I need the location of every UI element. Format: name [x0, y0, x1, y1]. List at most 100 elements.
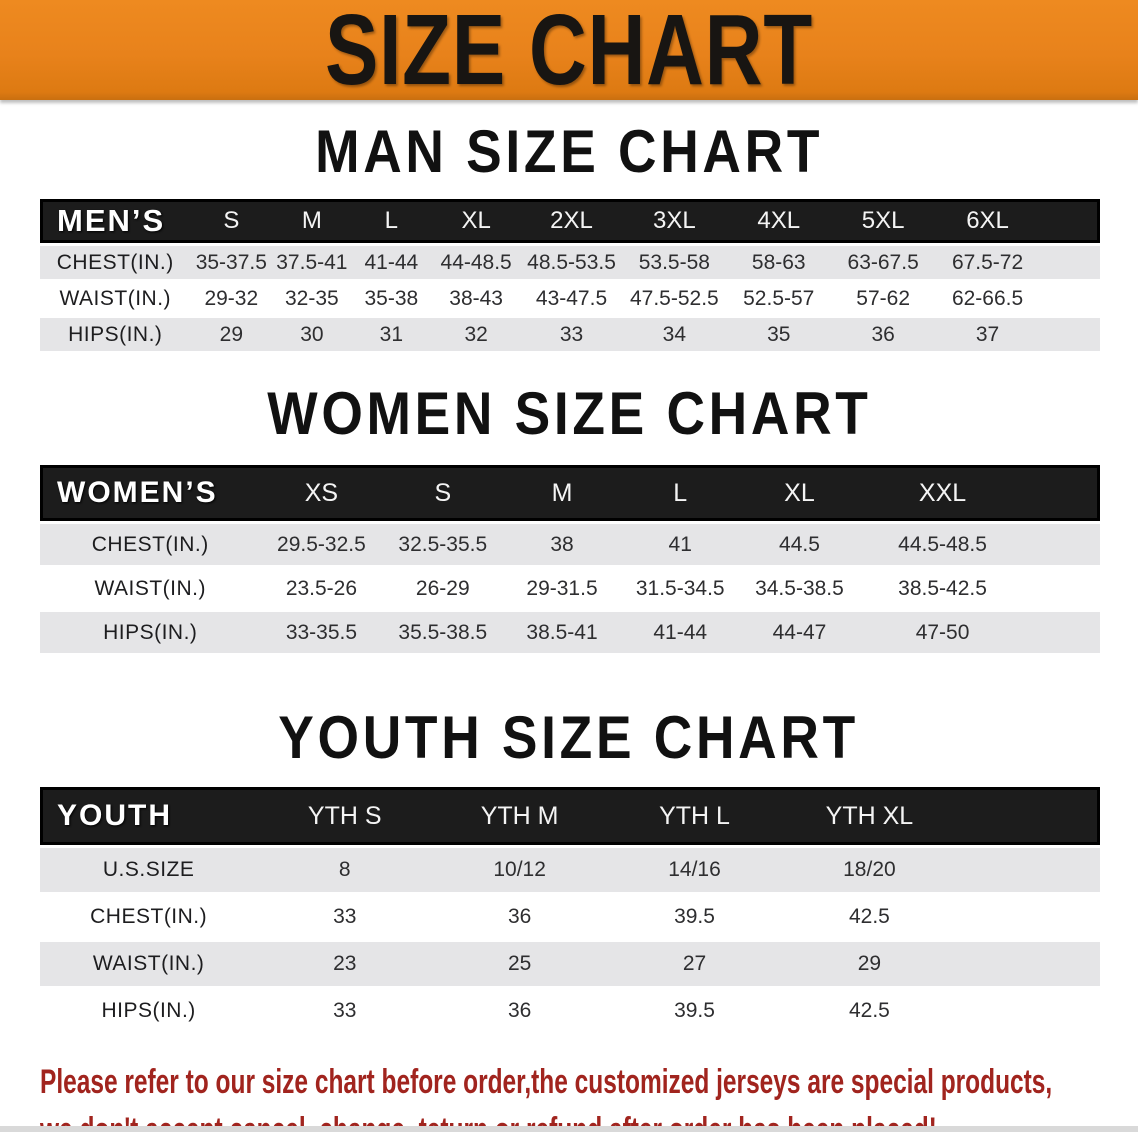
- size-cell: 36: [830, 318, 936, 351]
- men-corner-label: MEN’S: [40, 199, 191, 243]
- size-cell: 34.5-38.5: [739, 568, 860, 609]
- size-cell: 18/20: [781, 848, 957, 892]
- size-cell: 32-35: [272, 282, 352, 315]
- youth-waist-row: WAIST(IN.) 23 25 27 29: [40, 942, 1100, 986]
- disclaimer-text: Please refer to our size chart before or…: [40, 1058, 1138, 1132]
- women-size-column-l: L: [620, 465, 740, 521]
- size-cell: 10/12: [432, 848, 608, 892]
- size-cell: 29-32: [190, 282, 273, 315]
- spacer-cell: [1039, 318, 1100, 351]
- disclaimer-line-1: Please refer to our size chart before or…: [40, 1063, 1053, 1101]
- size-cell: 8: [257, 848, 433, 892]
- size-cell: 23.5-26: [260, 568, 383, 609]
- size-cell: 42.5: [781, 895, 957, 939]
- row-label: HIPS(IN.): [40, 612, 261, 653]
- youth-corner-label: YOUTH: [40, 787, 258, 845]
- women-waist-row: WAIST(IN.) 23.5-26 26-29 29-31.5 31.5-34…: [40, 568, 1100, 609]
- men-size-column-3xl: 3XL: [621, 199, 727, 243]
- size-cell: 63-67.5: [830, 246, 936, 279]
- size-cell: 33: [521, 318, 622, 351]
- size-cell: 53.5-58: [621, 246, 727, 279]
- women-table-header-row: WOMEN’S XS S M L XL XXL: [40, 465, 1100, 521]
- size-cell: 39.5: [607, 989, 782, 1033]
- size-cell: 37.5-41: [272, 246, 352, 279]
- size-cell: 35-37.5: [190, 246, 273, 279]
- row-label: WAIST(IN.): [40, 568, 261, 609]
- size-cell: 29: [190, 318, 273, 351]
- size-cell: 44-48.5: [431, 246, 522, 279]
- size-cell: 27: [607, 942, 782, 986]
- row-label: U.S.SIZE: [40, 848, 258, 892]
- row-label: WAIST(IN.): [40, 282, 191, 315]
- men-size-column-xl: XL: [431, 199, 522, 243]
- size-cell: 34: [621, 318, 727, 351]
- bottom-edge-strip: [0, 1126, 1138, 1132]
- size-cell: 30: [272, 318, 352, 351]
- youth-size-table: YOUTH YTH S YTH M YTH L YTH XL U.S.SIZE …: [40, 784, 1100, 1036]
- spacer-cell: [1039, 282, 1100, 315]
- women-corner-label: WOMEN’S: [40, 465, 261, 521]
- women-section-heading: WOMEN SIZE CHART: [266, 379, 872, 448]
- size-cell: 31.5-34.5: [620, 568, 740, 609]
- men-chest-row: CHEST(IN.) 35-37.5 37.5-41 41-44 44-48.5…: [40, 246, 1100, 279]
- men-size-table: MEN’S S M L XL 2XL 3XL 4XL 5XL 6XL CHEST…: [40, 196, 1100, 354]
- size-cell: 29: [781, 942, 957, 986]
- size-cell: 38-43: [431, 282, 522, 315]
- row-label: HIPS(IN.): [40, 318, 191, 351]
- size-chart-banner: SIZE CHART: [0, 0, 1138, 100]
- youth-header-spacer: [956, 787, 1100, 845]
- men-size-column-5xl: 5XL: [830, 199, 936, 243]
- size-cell: 32: [431, 318, 522, 351]
- women-header-spacer: [1025, 465, 1100, 521]
- row-label: CHEST(IN.): [40, 524, 261, 565]
- size-cell: 43-47.5: [521, 282, 622, 315]
- size-cell: 62-66.5: [935, 282, 1040, 315]
- size-cell: 36: [432, 989, 608, 1033]
- size-cell: 57-62: [830, 282, 936, 315]
- size-cell: 38: [503, 524, 621, 565]
- row-label: HIPS(IN.): [40, 989, 258, 1033]
- size-cell: 44.5: [739, 524, 860, 565]
- men-size-column-2xl: 2XL: [521, 199, 622, 243]
- size-cell: 29-31.5: [503, 568, 621, 609]
- spacer-cell: [956, 989, 1100, 1033]
- size-cell: 37: [935, 318, 1040, 351]
- size-cell: 47-50: [859, 612, 1026, 653]
- men-hips-row: HIPS(IN.) 29 30 31 32 33 34 35 36 37: [40, 318, 1100, 351]
- size-cell: 25: [432, 942, 608, 986]
- spacer-cell: [956, 848, 1100, 892]
- men-size-column-4xl: 4XL: [726, 199, 831, 243]
- size-cell: 26-29: [382, 568, 504, 609]
- men-size-column-s: S: [190, 199, 273, 243]
- men-waist-row: WAIST(IN.) 29-32 32-35 35-38 38-43 43-47…: [40, 282, 1100, 315]
- size-cell: 35.5-38.5: [382, 612, 504, 653]
- size-cell: 44.5-48.5: [859, 524, 1026, 565]
- size-cell: 23: [257, 942, 433, 986]
- spacer-cell: [1025, 612, 1100, 653]
- youth-size-column-l: YTH L: [607, 787, 782, 845]
- row-label: WAIST(IN.): [40, 942, 258, 986]
- size-cell: 38.5-41: [503, 612, 621, 653]
- spacer-cell: [1039, 246, 1100, 279]
- size-cell: 14/16: [607, 848, 782, 892]
- size-cell: 33-35.5: [260, 612, 383, 653]
- size-cell: 48.5-53.5: [521, 246, 622, 279]
- men-size-column-l: L: [351, 199, 432, 243]
- youth-size-column-s: YTH S: [257, 787, 433, 845]
- size-cell: 33: [257, 895, 433, 939]
- women-hips-row: HIPS(IN.) 33-35.5 35.5-38.5 38.5-41 41-4…: [40, 612, 1100, 653]
- men-header-spacer: [1039, 199, 1100, 243]
- size-cell: 29.5-32.5: [260, 524, 383, 565]
- size-cell: 41-44: [620, 612, 740, 653]
- row-label: CHEST(IN.): [40, 895, 258, 939]
- women-size-column-s: S: [382, 465, 504, 521]
- youth-hips-row: HIPS(IN.) 33 36 39.5 42.5: [40, 989, 1100, 1033]
- men-table-header-row: MEN’S S M L XL 2XL 3XL 4XL 5XL 6XL: [40, 199, 1100, 243]
- size-cell: 41-44: [351, 246, 432, 279]
- banner-title: SIZE CHART: [325, 0, 813, 106]
- men-section-heading: MAN SIZE CHART: [314, 117, 824, 186]
- spacer-cell: [956, 942, 1100, 986]
- women-size-column-xl: XL: [739, 465, 860, 521]
- women-size-column-m: M: [503, 465, 621, 521]
- size-cell: 58-63: [726, 246, 831, 279]
